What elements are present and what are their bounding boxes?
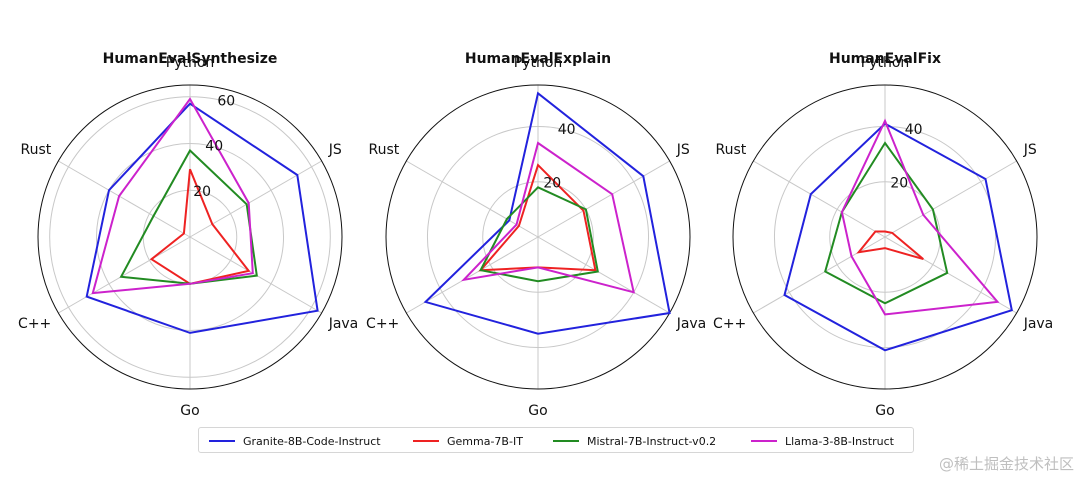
spoke-java (537, 236, 670, 314)
spoke-rust (58, 160, 191, 238)
axis-label-go: Go (875, 403, 894, 419)
outer-spine (37, 84, 343, 390)
axis-label-rust: Rust (21, 142, 52, 158)
axis-label-java: Java (676, 316, 707, 332)
legend-item-gemma: Gemma-7B-IT (413, 433, 523, 449)
axis-label-go: Go (180, 403, 199, 419)
axis-label-c: C++ (366, 316, 399, 332)
radar-chart-humanevalexplain: 20 40 Python JS Java Go C++ Rust HumanEvalExplai… (366, 51, 706, 419)
outer-spine (385, 84, 691, 390)
spoke-rust (753, 160, 886, 238)
axis-label-js: JS (676, 142, 690, 158)
outer-spine (732, 84, 1038, 390)
legend: Granite-8B-Code-Instruct Gemma-7B-IT Mis… (198, 427, 914, 453)
rtick-label: 40 (905, 122, 923, 138)
radar-chart-humanevalfix: 20 40 Python JS Java Go C++ Rust HumanEvalFix (713, 51, 1053, 419)
legend-line-mistral (553, 440, 579, 442)
axis-label-go: Go (528, 403, 547, 419)
rtick-label: 20 (543, 176, 561, 192)
axis-label-c: C++ (18, 316, 51, 332)
axis-label-c: C++ (713, 316, 746, 332)
series-gemma-7b-it (856, 230, 924, 261)
spoke-c (753, 236, 886, 314)
chart-title: HumanEvalFix (829, 51, 941, 67)
spoke-js (884, 160, 1017, 238)
series-mistral-7b-instruct-v0-2 (479, 186, 599, 283)
legend-item-granite: Granite-8B-Code-Instruct (209, 433, 381, 449)
axis-label-js: JS (1023, 142, 1037, 158)
spoke-java (884, 236, 1017, 314)
spoke-js (537, 160, 670, 238)
legend-label-granite: Granite-8B-Code-Instruct (243, 434, 381, 448)
axis-label-js: JS (328, 142, 342, 158)
legend-item-mistral: Mistral-7B-Instruct-v0.2 (553, 433, 716, 449)
legend-line-gemma (413, 440, 439, 442)
legend-label-gemma: Gemma-7B-IT (447, 434, 523, 448)
series-granite-8b-code-instruct (783, 122, 1013, 352)
series-llama-3-8b-instruct (840, 118, 1000, 316)
radar-chart-humanevalsynthesize: 20 40 60 Python JS Java Go C++ Rust HumanEvalSynt… (18, 51, 358, 419)
spoke-c (58, 236, 191, 314)
axis-label-python: Python (514, 55, 563, 71)
rtick-label: 20 (193, 184, 211, 200)
legend-line-granite (209, 440, 235, 442)
axis-label-rust: Rust (369, 142, 400, 158)
watermark: @稀土掘金技术社区 (938, 455, 1074, 473)
legend-item-llama: Llama-3-8B-Instruct (751, 433, 894, 449)
series-granite-8b-code-instruct (85, 102, 319, 334)
axis-label-python: Python (166, 55, 215, 71)
rtick-label: 40 (205, 139, 223, 155)
rtick-label: 40 (558, 122, 576, 138)
axis-label-java: Java (1023, 316, 1054, 332)
axis-label-rust: Rust (716, 142, 747, 158)
rtick-label: 60 (217, 93, 235, 109)
series-llama-3-8b-instruct (91, 97, 254, 295)
series-granite-8b-code-instruct (423, 91, 671, 335)
axis-label-java: Java (328, 316, 359, 332)
chart-title: HumanEvalExplain (465, 51, 611, 67)
chart-title: HumanEvalSynthesize (103, 51, 278, 67)
legend-label-llama: Llama-3-8B-Instruct (785, 434, 894, 448)
legend-label-mistral: Mistral-7B-Instruct-v0.2 (587, 434, 717, 448)
axis-label-python: Python (861, 55, 910, 71)
legend-line-llama (751, 440, 777, 442)
series-llama-3-8b-instruct (461, 141, 636, 294)
rtick-label: 20 (890, 176, 908, 192)
